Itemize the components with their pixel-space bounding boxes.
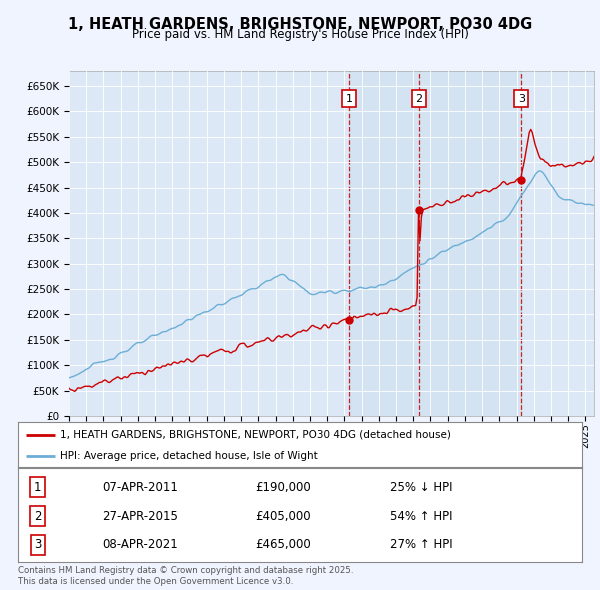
- Text: 27% ↑ HPI: 27% ↑ HPI: [390, 539, 453, 552]
- Text: 1: 1: [346, 94, 353, 104]
- Text: £405,000: £405,000: [255, 510, 311, 523]
- Text: 08-APR-2021: 08-APR-2021: [103, 539, 178, 552]
- Bar: [349, 71, 521, 416]
- Text: 25% ↓ HPI: 25% ↓ HPI: [390, 481, 453, 494]
- Text: 27-APR-2015: 27-APR-2015: [103, 510, 178, 523]
- Text: 07-APR-2011: 07-APR-2011: [103, 481, 178, 494]
- Text: 54% ↑ HPI: 54% ↑ HPI: [390, 510, 453, 523]
- Text: 1, HEATH GARDENS, BRIGHSTONE, NEWPORT, PO30 4DG: 1, HEATH GARDENS, BRIGHSTONE, NEWPORT, P…: [68, 17, 532, 31]
- Text: 3: 3: [518, 94, 524, 104]
- Text: Price paid vs. HM Land Registry's House Price Index (HPI): Price paid vs. HM Land Registry's House …: [131, 28, 469, 41]
- Text: 1: 1: [34, 481, 41, 494]
- Text: £190,000: £190,000: [255, 481, 311, 494]
- Text: 1, HEATH GARDENS, BRIGHSTONE, NEWPORT, PO30 4DG (detached house): 1, HEATH GARDENS, BRIGHSTONE, NEWPORT, P…: [60, 430, 451, 440]
- Text: £465,000: £465,000: [255, 539, 311, 552]
- Text: 2: 2: [34, 510, 41, 523]
- Text: Contains HM Land Registry data © Crown copyright and database right 2025.
This d: Contains HM Land Registry data © Crown c…: [18, 566, 353, 586]
- Text: 2: 2: [415, 94, 422, 104]
- Text: 3: 3: [34, 539, 41, 552]
- Text: HPI: Average price, detached house, Isle of Wight: HPI: Average price, detached house, Isle…: [60, 451, 318, 461]
